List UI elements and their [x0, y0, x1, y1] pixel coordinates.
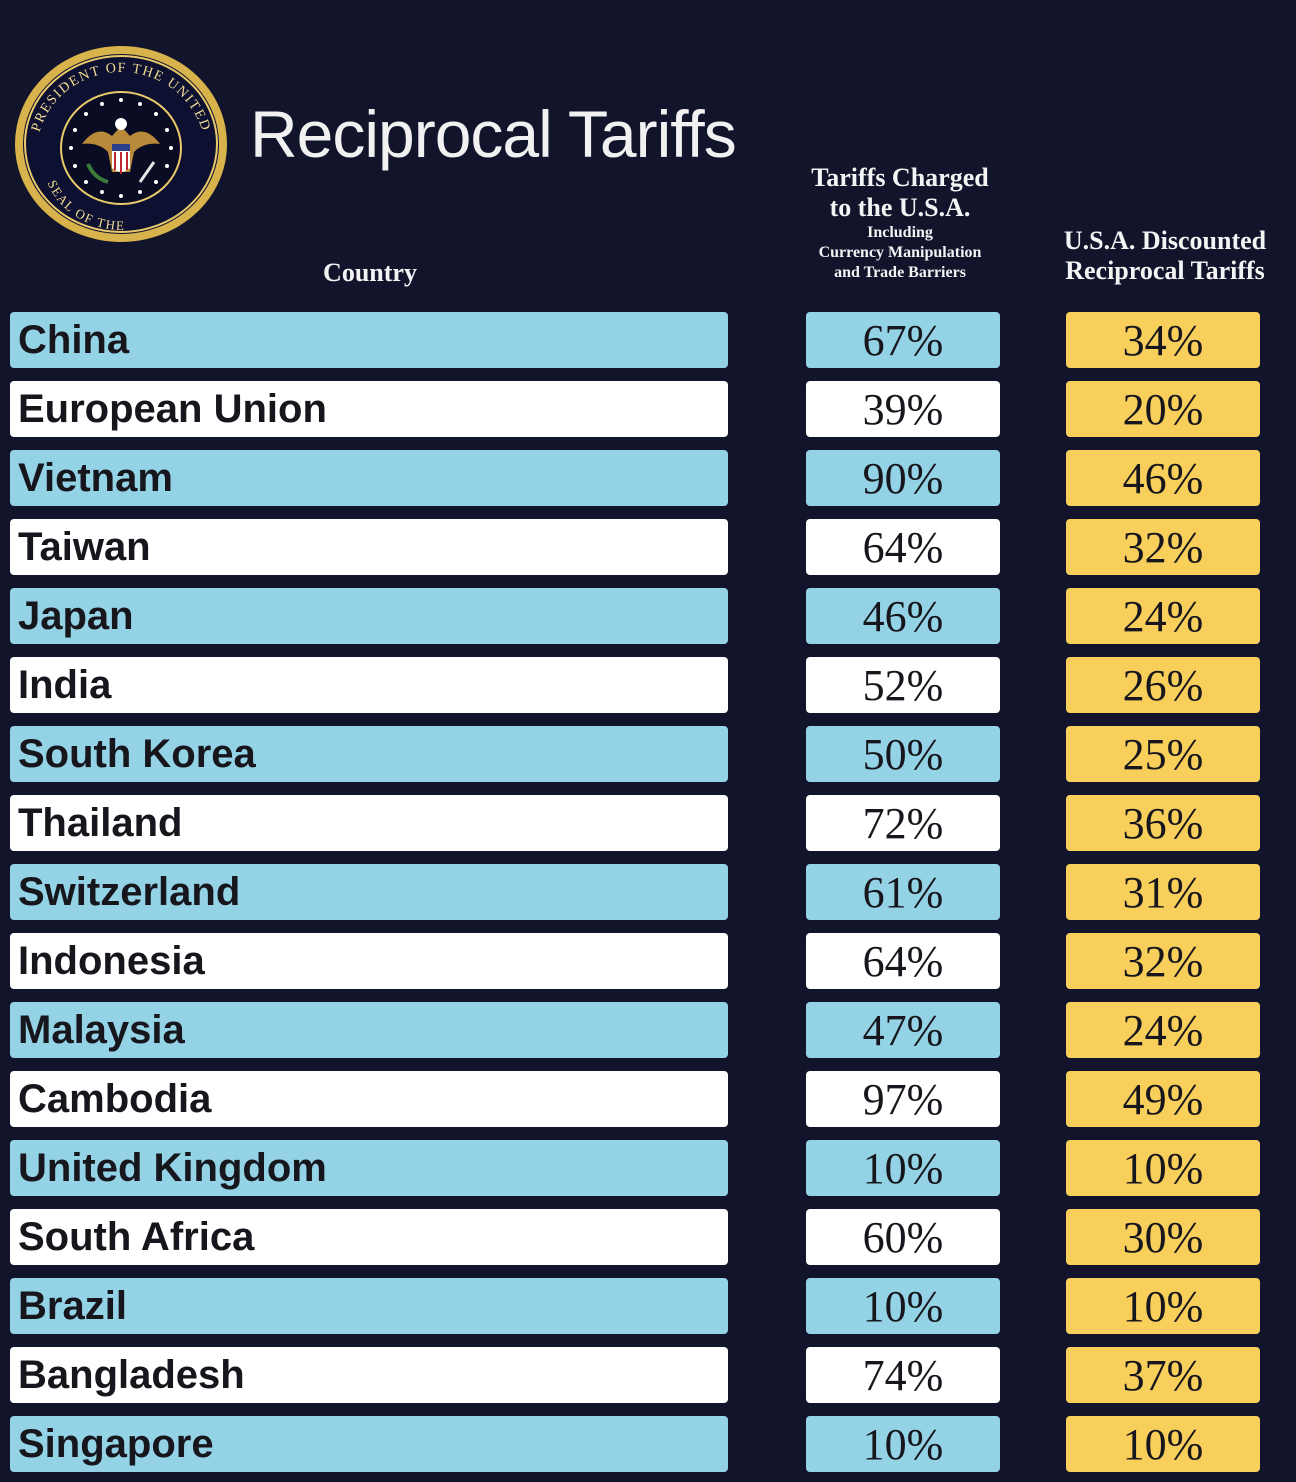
country-cell: Vietnam — [10, 450, 728, 506]
discounted-cell: 46% — [1066, 450, 1260, 506]
discounted-cell: 37% — [1066, 1347, 1260, 1403]
charged-cell: 10% — [806, 1278, 1000, 1334]
country-cell: Singapore — [10, 1416, 728, 1472]
table-row: Malaysia 47% 24% — [0, 1002, 1296, 1058]
country-cell: United Kingdom — [10, 1140, 728, 1196]
header-charged-line2: to the U.S.A. — [829, 192, 971, 222]
table-row: Switzerland 61% 31% — [0, 864, 1296, 920]
discounted-cell: 10% — [1066, 1140, 1260, 1196]
discounted-cell: 32% — [1066, 519, 1260, 575]
table-row: Taiwan 64% 32% — [0, 519, 1296, 575]
discounted-cell: 49% — [1066, 1071, 1260, 1127]
table-row: Vietnam 90% 46% — [0, 450, 1296, 506]
discounted-cell: 32% — [1066, 933, 1260, 989]
table-row: South Africa 60% 30% — [0, 1209, 1296, 1265]
table-row: Singapore 10% 10% — [0, 1416, 1296, 1472]
charged-cell: 47% — [806, 1002, 1000, 1058]
table-row: India 52% 26% — [0, 657, 1296, 713]
country-cell: Bangladesh — [10, 1347, 728, 1403]
discounted-cell: 26% — [1066, 657, 1260, 713]
country-cell: Malaysia — [10, 1002, 728, 1058]
header-charged-line1: Tariffs Charged — [811, 163, 989, 192]
table-row: Japan 46% 24% — [0, 588, 1296, 644]
discounted-cell: 36% — [1066, 795, 1260, 851]
table-row: European Union 39% 20% — [0, 381, 1296, 437]
country-cell: Switzerland — [10, 864, 728, 920]
country-cell: Japan — [10, 588, 728, 644]
table-row: China 67% 34% — [0, 312, 1296, 368]
discounted-cell: 34% — [1066, 312, 1260, 368]
charged-cell: 39% — [806, 381, 1000, 437]
charged-cell: 61% — [806, 864, 1000, 920]
discounted-cell: 25% — [1066, 726, 1260, 782]
discounted-cell: 24% — [1066, 1002, 1260, 1058]
charged-cell: 90% — [806, 450, 1000, 506]
presidential-seal-icon: PRESIDENT OF THE UNITED SEAL OF THE — [15, 46, 227, 242]
header-discounted-line1: U.S.A. Discounted — [1063, 226, 1267, 255]
column-header-tariffs-charged: Tariffs Charged to the U.S.A. Including … — [780, 163, 1020, 283]
country-cell: Brazil — [10, 1278, 728, 1334]
charged-cell: 50% — [806, 726, 1000, 782]
table-row: Bangladesh 74% 37% — [0, 1347, 1296, 1403]
discounted-cell: 10% — [1066, 1416, 1260, 1472]
discounted-cell: 10% — [1066, 1278, 1260, 1334]
header-charged-sub1: Including — [867, 223, 933, 241]
table-row: Brazil 10% 10% — [0, 1278, 1296, 1334]
discounted-cell: 31% — [1066, 864, 1260, 920]
charged-cell: 10% — [806, 1416, 1000, 1472]
table-row: United Kingdom 10% 10% — [0, 1140, 1296, 1196]
country-cell: Thailand — [10, 795, 728, 851]
header-charged-sub2: Currency Manipulation — [818, 243, 982, 261]
country-cell: European Union — [10, 381, 728, 437]
country-cell: China — [10, 312, 728, 368]
charged-cell: 72% — [806, 795, 1000, 851]
country-cell: Indonesia — [10, 933, 728, 989]
country-cell: India — [10, 657, 728, 713]
table-row: Indonesia 64% 32% — [0, 933, 1296, 989]
country-cell: South Korea — [10, 726, 728, 782]
charged-cell: 64% — [806, 519, 1000, 575]
page-title: Reciprocal Tariffs — [250, 97, 737, 171]
discounted-cell: 20% — [1066, 381, 1260, 437]
charged-cell: 46% — [806, 588, 1000, 644]
country-cell: South Africa — [10, 1209, 728, 1265]
column-header-country: Country — [323, 258, 417, 287]
charged-cell: 64% — [806, 933, 1000, 989]
charged-cell: 97% — [806, 1071, 1000, 1127]
table-row: Cambodia 97% 49% — [0, 1071, 1296, 1127]
table-row: Thailand 72% 36% — [0, 795, 1296, 851]
discounted-cell: 30% — [1066, 1209, 1260, 1265]
charged-cell: 52% — [806, 657, 1000, 713]
discounted-cell: 24% — [1066, 588, 1260, 644]
header-discounted-line2: Reciprocal Tariffs — [1065, 255, 1265, 285]
header-charged-sub3: and Trade Barriers — [834, 263, 966, 281]
country-cell: Cambodia — [10, 1071, 728, 1127]
charged-cell: 60% — [806, 1209, 1000, 1265]
country-cell: Taiwan — [10, 519, 728, 575]
charged-cell: 10% — [806, 1140, 1000, 1196]
table-row: South Korea 50% 25% — [0, 726, 1296, 782]
charged-cell: 74% — [806, 1347, 1000, 1403]
column-header-discounted: U.S.A. Discounted Reciprocal Tariffs — [1040, 226, 1290, 286]
charged-cell: 67% — [806, 312, 1000, 368]
